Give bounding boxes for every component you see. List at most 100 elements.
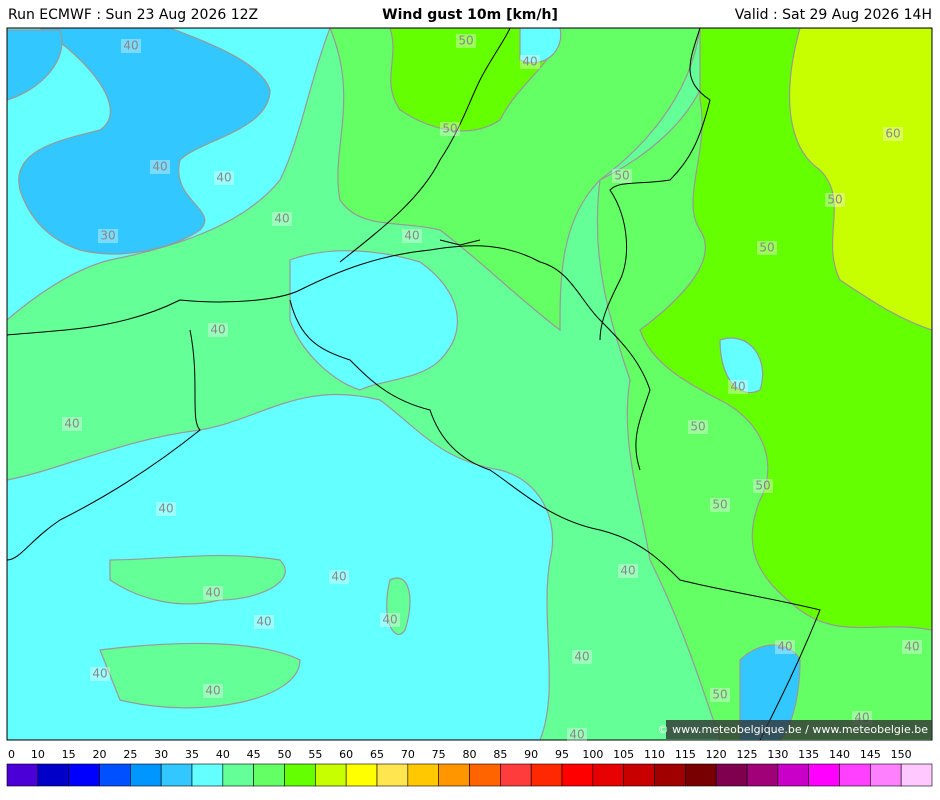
legend-label: 45 xyxy=(247,748,261,761)
run-label: Run ECMWF : Sun 23 Aug 2026 12Z xyxy=(8,7,258,23)
contour-label-bg xyxy=(688,420,708,434)
contour-label: 60 xyxy=(885,127,900,141)
legend-swatch xyxy=(6,763,39,787)
legend-label: 20 xyxy=(93,748,107,761)
legend-swatch xyxy=(777,763,809,787)
legend-label: 70 xyxy=(401,748,415,761)
contour-label-bg xyxy=(456,34,476,48)
valid-label: Valid : Sat 29 Aug 2026 14H xyxy=(735,7,932,23)
legend-label: 75 xyxy=(432,748,446,761)
legend-label: 80 xyxy=(463,748,477,761)
legend-swatch xyxy=(561,763,594,787)
contour-label: 50 xyxy=(827,193,842,207)
legend-swatch xyxy=(37,763,69,787)
contour-label-bg xyxy=(380,613,400,627)
legend-label: 50 xyxy=(278,748,292,761)
contour-label: 40 xyxy=(574,650,589,664)
legend-swatch xyxy=(469,763,501,787)
contour-label: 40 xyxy=(256,615,271,629)
contour-label-bg xyxy=(572,650,592,664)
contour-label-bg xyxy=(710,688,730,702)
legend: 0 10 15 20 25 30 35 40 45 50 55 60 65 70 75 80 85 90 95 100… xyxy=(6,748,933,787)
contour-label: 40 xyxy=(522,55,537,69)
legend-swatch xyxy=(160,763,193,787)
contour-label-bg xyxy=(203,586,223,600)
contour-label-bg xyxy=(254,615,274,629)
contour-label: 50 xyxy=(712,688,727,702)
legend-swatch xyxy=(500,763,532,787)
legend-label: 0 xyxy=(8,748,15,761)
contour-label: 40 xyxy=(730,380,745,394)
legend-label: 10 xyxy=(31,748,45,761)
contour-label-bg xyxy=(214,171,234,185)
contour-label-bg xyxy=(825,193,845,207)
contour-label-bg xyxy=(150,160,170,174)
contour-label-bg xyxy=(272,212,292,226)
legend-swatch xyxy=(685,763,717,787)
legend-label: 40 xyxy=(216,748,230,761)
legend-swatch xyxy=(315,763,347,787)
legend-label: 135 xyxy=(798,748,819,761)
legend-label: 110 xyxy=(644,748,665,761)
contour-label: 40 xyxy=(92,667,107,681)
contour-label-bg xyxy=(883,127,903,141)
legend-label: 150 xyxy=(891,748,912,761)
legend-swatch xyxy=(654,763,686,787)
contour-label-bg xyxy=(440,122,460,136)
contour-label-bg xyxy=(775,640,795,654)
contour-label: 40 xyxy=(331,570,346,584)
contour-label: 40 xyxy=(620,564,635,578)
contour-label-bg xyxy=(121,39,141,53)
contour-label-bg xyxy=(90,667,110,681)
contour-label: 40 xyxy=(777,640,792,654)
legend-label: 125 xyxy=(737,748,758,761)
contour-label-bg xyxy=(329,570,349,584)
legend-label: 105 xyxy=(613,748,634,761)
contour-label: 50 xyxy=(442,122,457,136)
contour-label: 50 xyxy=(690,420,705,434)
contour-label: 40 xyxy=(382,613,397,627)
contour-label: 40 xyxy=(152,160,167,174)
legend-swatch xyxy=(284,763,316,787)
legend-label: 90 xyxy=(524,748,538,761)
contour-label: 40 xyxy=(123,39,138,53)
legend-swatch xyxy=(808,763,840,787)
legend-swatch xyxy=(746,763,779,787)
contour-label: 50 xyxy=(755,479,770,493)
contour-label-bg xyxy=(203,684,223,698)
legend-label: 25 xyxy=(123,748,137,761)
contour-label: 50 xyxy=(712,498,727,512)
contour-label: 50 xyxy=(458,34,473,48)
contour-label-bg xyxy=(208,323,228,337)
legend-swatch xyxy=(592,763,624,787)
contour-label-bg xyxy=(728,380,748,394)
contour-label-bg xyxy=(62,417,82,431)
legend-swatch xyxy=(222,763,254,787)
contour-label: 40 xyxy=(274,212,289,226)
contour-label-bg xyxy=(520,55,540,69)
contour-label-bg xyxy=(710,498,730,512)
legend-swatch xyxy=(530,763,563,787)
contour-label: 40 xyxy=(205,684,220,698)
contour-label: 40 xyxy=(158,502,173,516)
contour-label: 40 xyxy=(404,229,419,243)
contour-labels: 40 50 40 50 60 40 40 50 50 40 30 40 50 40 40 40 50 50 50 40… xyxy=(62,34,922,742)
credit-box xyxy=(666,720,932,739)
contour-label-bg xyxy=(567,728,587,742)
credit: © www.meteobelgique.be / www.meteobelgie… xyxy=(658,723,929,736)
map-title: Wind gust 10m [km/h] xyxy=(382,7,558,23)
legend-swatch xyxy=(623,763,655,787)
legend-swatch xyxy=(130,763,162,787)
legend-label: 30 xyxy=(154,748,168,761)
legend-label: 115 xyxy=(675,748,696,761)
legend-label: 15 xyxy=(62,748,76,761)
legend-swatch xyxy=(68,763,100,787)
contour-label: 40 xyxy=(569,728,584,742)
legend-swatch xyxy=(191,763,224,787)
legend-swatch xyxy=(99,763,131,787)
contour-label: 40 xyxy=(64,417,79,431)
legend-swatch xyxy=(715,763,748,787)
legend-label: 65 xyxy=(370,748,384,761)
legend-swatch xyxy=(870,763,902,787)
